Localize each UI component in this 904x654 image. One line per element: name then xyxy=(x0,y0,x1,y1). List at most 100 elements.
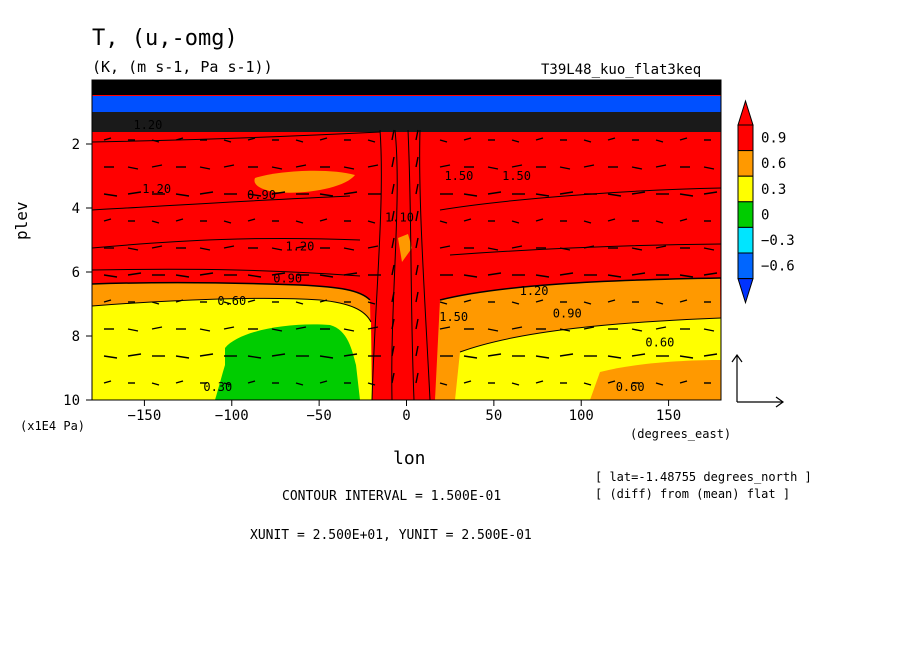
wind-vector xyxy=(247,274,262,278)
wind-vector xyxy=(199,166,211,170)
wind-vector xyxy=(535,274,550,278)
wind-vector-field xyxy=(103,129,718,386)
wind-vector xyxy=(655,326,667,330)
wind-vector xyxy=(295,164,307,168)
wind-vector xyxy=(367,382,376,386)
wind-vector xyxy=(223,164,235,168)
x-tick-label: −50 xyxy=(306,408,331,424)
wind-vector xyxy=(607,299,616,303)
colorbar-swatch xyxy=(737,175,754,203)
wind-vector xyxy=(271,191,286,195)
wind-vector xyxy=(223,220,232,224)
y-tick-label: 8 xyxy=(72,329,80,345)
wind-vector xyxy=(607,355,622,359)
orange-east-low xyxy=(590,360,721,400)
wind-vector xyxy=(391,210,395,222)
x-axis-unit: (degrees_east) xyxy=(630,427,732,441)
wind-vector xyxy=(319,218,328,222)
wind-vector xyxy=(559,247,571,251)
wind-vector xyxy=(487,328,499,332)
wind-vector xyxy=(391,318,395,330)
wind-vector xyxy=(175,274,190,278)
wind-vector xyxy=(535,218,544,222)
wind-vector xyxy=(247,380,256,384)
wind-vector xyxy=(559,272,574,276)
orange-patch xyxy=(254,170,355,193)
wind-vector xyxy=(535,193,550,197)
colorbar-swatch xyxy=(737,201,754,228)
wind-vector xyxy=(535,355,550,359)
wind-vector xyxy=(415,372,419,384)
x-tick-label: 100 xyxy=(569,408,594,424)
wind-vector xyxy=(151,301,160,305)
wind-vector xyxy=(655,139,664,143)
wind-vector xyxy=(679,380,688,384)
wind-vector xyxy=(439,139,448,143)
wind-vector xyxy=(583,301,592,305)
wind-vector xyxy=(607,193,622,197)
wind-vector xyxy=(415,237,419,249)
wind-vector xyxy=(703,272,718,276)
wind-vector xyxy=(295,382,304,386)
wind-vector xyxy=(199,247,211,251)
wind-vector xyxy=(487,166,499,170)
wind-vector xyxy=(343,247,355,251)
wind-vector xyxy=(439,164,451,168)
wind-vector xyxy=(511,139,520,143)
wind-vector xyxy=(103,193,118,197)
contour-label: 0.60 xyxy=(217,294,246,308)
wind-vector xyxy=(391,237,395,249)
wind-vector xyxy=(631,166,643,170)
colorbar-label: −0.6 xyxy=(761,259,795,275)
wind-vector xyxy=(703,166,715,170)
wind-vector xyxy=(463,137,472,141)
wind-vector xyxy=(175,380,184,384)
wind-vector xyxy=(319,299,328,303)
colorbar-swatch xyxy=(737,226,754,254)
y-tick-label: 6 xyxy=(72,265,80,281)
x-tick-label: 150 xyxy=(656,408,681,424)
wind-vector xyxy=(679,137,688,141)
contour-label: 0.90 xyxy=(273,271,302,285)
wind-vector xyxy=(487,272,502,276)
wind-vector xyxy=(607,380,616,384)
wind-vector xyxy=(223,382,232,386)
contour-label: 0.60 xyxy=(645,335,674,349)
wind-vector xyxy=(463,355,478,359)
wind-vector xyxy=(247,137,256,141)
wind-vector xyxy=(199,328,211,332)
wind-vector xyxy=(511,220,520,224)
wind-vector xyxy=(103,355,118,359)
wind-vector xyxy=(223,245,235,249)
wind-vector xyxy=(655,301,664,305)
wind-vector xyxy=(583,326,595,330)
wind-vector xyxy=(367,220,376,224)
wind-vector xyxy=(631,353,646,357)
colorbar-label: 0 xyxy=(761,207,769,223)
wind-vector xyxy=(367,326,379,330)
wind-vector xyxy=(367,245,379,249)
wind-vector xyxy=(127,328,139,332)
contour-label: 0.90 xyxy=(247,188,276,202)
wind-vector xyxy=(367,164,379,168)
wind-vector xyxy=(439,301,448,305)
wind-vector xyxy=(559,353,574,357)
wind-vector xyxy=(415,210,419,222)
wind-vector xyxy=(511,301,520,305)
contour-label: 0.90 xyxy=(553,307,582,321)
wind-vector xyxy=(103,380,112,384)
wind-vector xyxy=(127,166,139,170)
wind-vector xyxy=(247,355,262,359)
wind-vector xyxy=(151,220,160,224)
wind-vector xyxy=(103,137,112,141)
wind-vector xyxy=(415,156,419,168)
top-dense-band xyxy=(92,80,721,95)
wind-vector xyxy=(679,274,694,278)
y-axis-unit: (x1E4 Pa) xyxy=(20,419,86,433)
wind-vector xyxy=(607,137,616,141)
contour-label: 1.20 xyxy=(142,182,171,196)
wind-vector xyxy=(703,328,715,332)
wind-vector xyxy=(487,247,499,251)
wind-vector xyxy=(223,139,232,143)
wind-vector xyxy=(583,220,592,224)
